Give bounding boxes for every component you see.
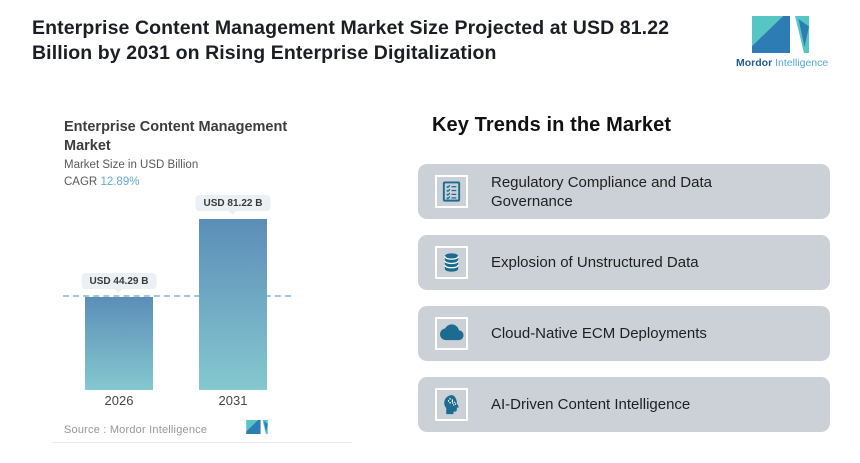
chart-title: Enterprise Content Management Market [64, 118, 354, 156]
trend-card-unstructured-data: Explosion of Unstructured Data [418, 235, 830, 290]
checklist-icon [435, 175, 468, 208]
chart-bottom-divider [52, 442, 352, 443]
brand-name-light: Intelligence [775, 57, 829, 69]
market-size-chart: Enterprise Content Management Market Mar… [52, 118, 354, 443]
page-title-line1: Enterprise Content Management Market Siz… [32, 17, 670, 39]
trend-card-list: Regulatory Compliance and Data Governanc… [418, 164, 830, 432]
trend-card-ai-content-intelligence: AI-Driven Content Intelligence [418, 377, 830, 432]
mordor-mini-logo-icon [246, 420, 268, 439]
trend-card-cloud-native: Cloud-Native ECM Deployments [418, 306, 830, 361]
reference-dashed-line [63, 295, 291, 297]
bar-2026 [85, 297, 153, 390]
cloud-icon [435, 317, 468, 350]
bar-chart-plot: USD 44.29 B USD 81.22 B [63, 194, 354, 390]
brand-wordmark: Mordor Intelligence [736, 57, 840, 69]
source-text: Source : Mordor Intelligence [64, 424, 208, 436]
trend-label: Regulatory Compliance and Data Governanc… [491, 173, 712, 210]
chart-title-line2: Market [64, 138, 111, 154]
database-icon [435, 246, 468, 279]
value-label-2026: USD 44.29 B [81, 273, 157, 289]
trend-label: Explosion of Unstructured Data [491, 254, 699, 271]
brand-name-bold: Mordor [736, 57, 773, 69]
x-label-2031: 2031 [218, 393, 248, 408]
value-label-2031: USD 81.22 B [195, 195, 271, 211]
trend-card-regulatory-compliance: Regulatory Compliance and Data Governanc… [418, 164, 830, 219]
cagr-value: 12.89% [100, 176, 140, 188]
key-trends-section: Key Trends in the Market Regulatory Comp [418, 114, 830, 432]
ai-head-icon [435, 388, 468, 421]
trend-label: AI-Driven Content Intelligence [491, 396, 691, 413]
chart-subtitle: Market Size in USD Billion [64, 159, 199, 171]
mordor-logo-icon [752, 16, 809, 53]
trend-label: Cloud-Native ECM Deployments [491, 325, 707, 342]
page-title: Enterprise Content Management Market Siz… [32, 16, 732, 66]
key-trends-heading: Key Trends in the Market [432, 114, 672, 136]
page-title-line2: Billion by 2031 on Rising Enterprise Dig… [32, 42, 497, 64]
x-axis-labels: 2026 2031 [64, 393, 354, 410]
brand-logo: Mordor Intelligence [736, 16, 840, 69]
bar-2031 [199, 219, 267, 390]
chart-cagr: CAGR 12.89% [64, 175, 354, 190]
chart-title-line1: Enterprise Content Management [64, 119, 288, 135]
chart-source-row: Source : Mordor Intelligence [64, 420, 354, 436]
x-label-2026: 2026 [104, 393, 134, 408]
cagr-label: CAGR [64, 176, 98, 188]
